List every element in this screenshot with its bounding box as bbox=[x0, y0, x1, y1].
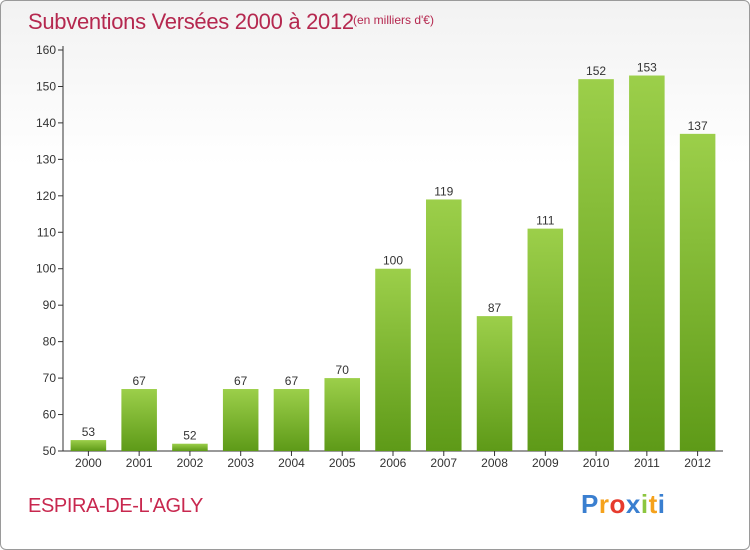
bar bbox=[578, 79, 614, 451]
x-tick-label: 2009 bbox=[532, 456, 559, 470]
x-axis: 2000 2001 2002 2003 2004 2005 2006 2007 2008 2009… bbox=[63, 450, 723, 470]
chart-subtitle: (en milliers d'€) bbox=[353, 13, 434, 27]
bar bbox=[121, 389, 157, 451]
y-tick-label: 90 bbox=[43, 298, 57, 312]
bar bbox=[70, 440, 107, 451]
y-tick-label: 140 bbox=[36, 116, 56, 130]
bar-value-label: 52 bbox=[183, 429, 197, 443]
bar bbox=[629, 75, 665, 451]
x-tick-label: 2005 bbox=[329, 456, 356, 470]
x-tick-label: 2007 bbox=[430, 456, 457, 470]
data-labels: 53 67 52 67 67 70 100 119 87 111 152 153 137 bbox=[82, 61, 708, 443]
logo-letter: x bbox=[625, 489, 641, 519]
logo-letter: o bbox=[609, 489, 626, 519]
y-tick-label: 110 bbox=[37, 225, 56, 239]
logo-letter: t bbox=[648, 489, 658, 519]
y-tick-label: 130 bbox=[36, 152, 56, 166]
bar-value-label: 119 bbox=[434, 184, 453, 198]
y-tick-label: 70 bbox=[43, 371, 57, 385]
y-tick-label: 160 bbox=[36, 43, 56, 57]
bar bbox=[273, 389, 310, 451]
bar bbox=[172, 443, 208, 451]
bar-value-label: 111 bbox=[536, 214, 555, 228]
bar-value-label: 53 bbox=[82, 425, 96, 439]
bar bbox=[527, 228, 564, 451]
logo-letter: i bbox=[640, 489, 649, 519]
bar bbox=[324, 378, 360, 451]
bar bbox=[679, 133, 716, 451]
y-tick-label: 50 bbox=[43, 444, 57, 458]
bar-value-label: 67 bbox=[132, 374, 146, 388]
bar-value-label: 137 bbox=[688, 119, 708, 133]
x-tick-label: 2003 bbox=[227, 456, 254, 470]
bar-value-label: 67 bbox=[285, 374, 299, 388]
commune-name: ESPIRA-DE-L'AGLY bbox=[28, 495, 203, 517]
y-axis: 50 60 70 80 90 100 110 120 130 140 150 160 bbox=[36, 43, 64, 458]
bar-value-label: 152 bbox=[586, 64, 606, 78]
bar bbox=[426, 199, 462, 451]
bars bbox=[70, 75, 716, 451]
bar-value-label: 70 bbox=[336, 363, 350, 377]
y-tick-label: 60 bbox=[43, 408, 57, 422]
x-tick-label: 2000 bbox=[75, 456, 102, 470]
y-tick-label: 100 bbox=[36, 262, 56, 276]
bar-value-label: 67 bbox=[234, 374, 248, 388]
bar-value-label: 87 bbox=[488, 301, 502, 315]
x-tick-label: 2001 bbox=[126, 456, 153, 470]
y-tick-label: 150 bbox=[36, 79, 56, 93]
bar-value-label: 153 bbox=[637, 61, 657, 75]
x-tick-label: 2012 bbox=[684, 456, 711, 470]
proxiti-logo[interactable]: Proxiti bbox=[581, 489, 665, 520]
bar bbox=[375, 268, 411, 451]
x-tick-label: 2006 bbox=[380, 456, 407, 470]
logo-letter: r bbox=[598, 489, 610, 519]
x-tick-label: 2011 bbox=[634, 456, 660, 470]
x-tick-label: 2004 bbox=[278, 456, 305, 470]
x-tick-label: 2010 bbox=[583, 456, 610, 470]
y-tick-label: 80 bbox=[43, 335, 57, 349]
logo-letter: P bbox=[581, 489, 599, 519]
bar bbox=[476, 316, 513, 451]
x-tick-label: 2002 bbox=[177, 456, 204, 470]
logo-letter: i bbox=[657, 489, 666, 519]
y-tick-label: 120 bbox=[36, 189, 56, 203]
bar-value-label: 100 bbox=[383, 254, 403, 268]
chart-title: Subventions Versées 2000 à 2012 bbox=[28, 9, 354, 34]
x-tick-label: 2008 bbox=[481, 456, 508, 470]
bar bbox=[222, 389, 259, 451]
